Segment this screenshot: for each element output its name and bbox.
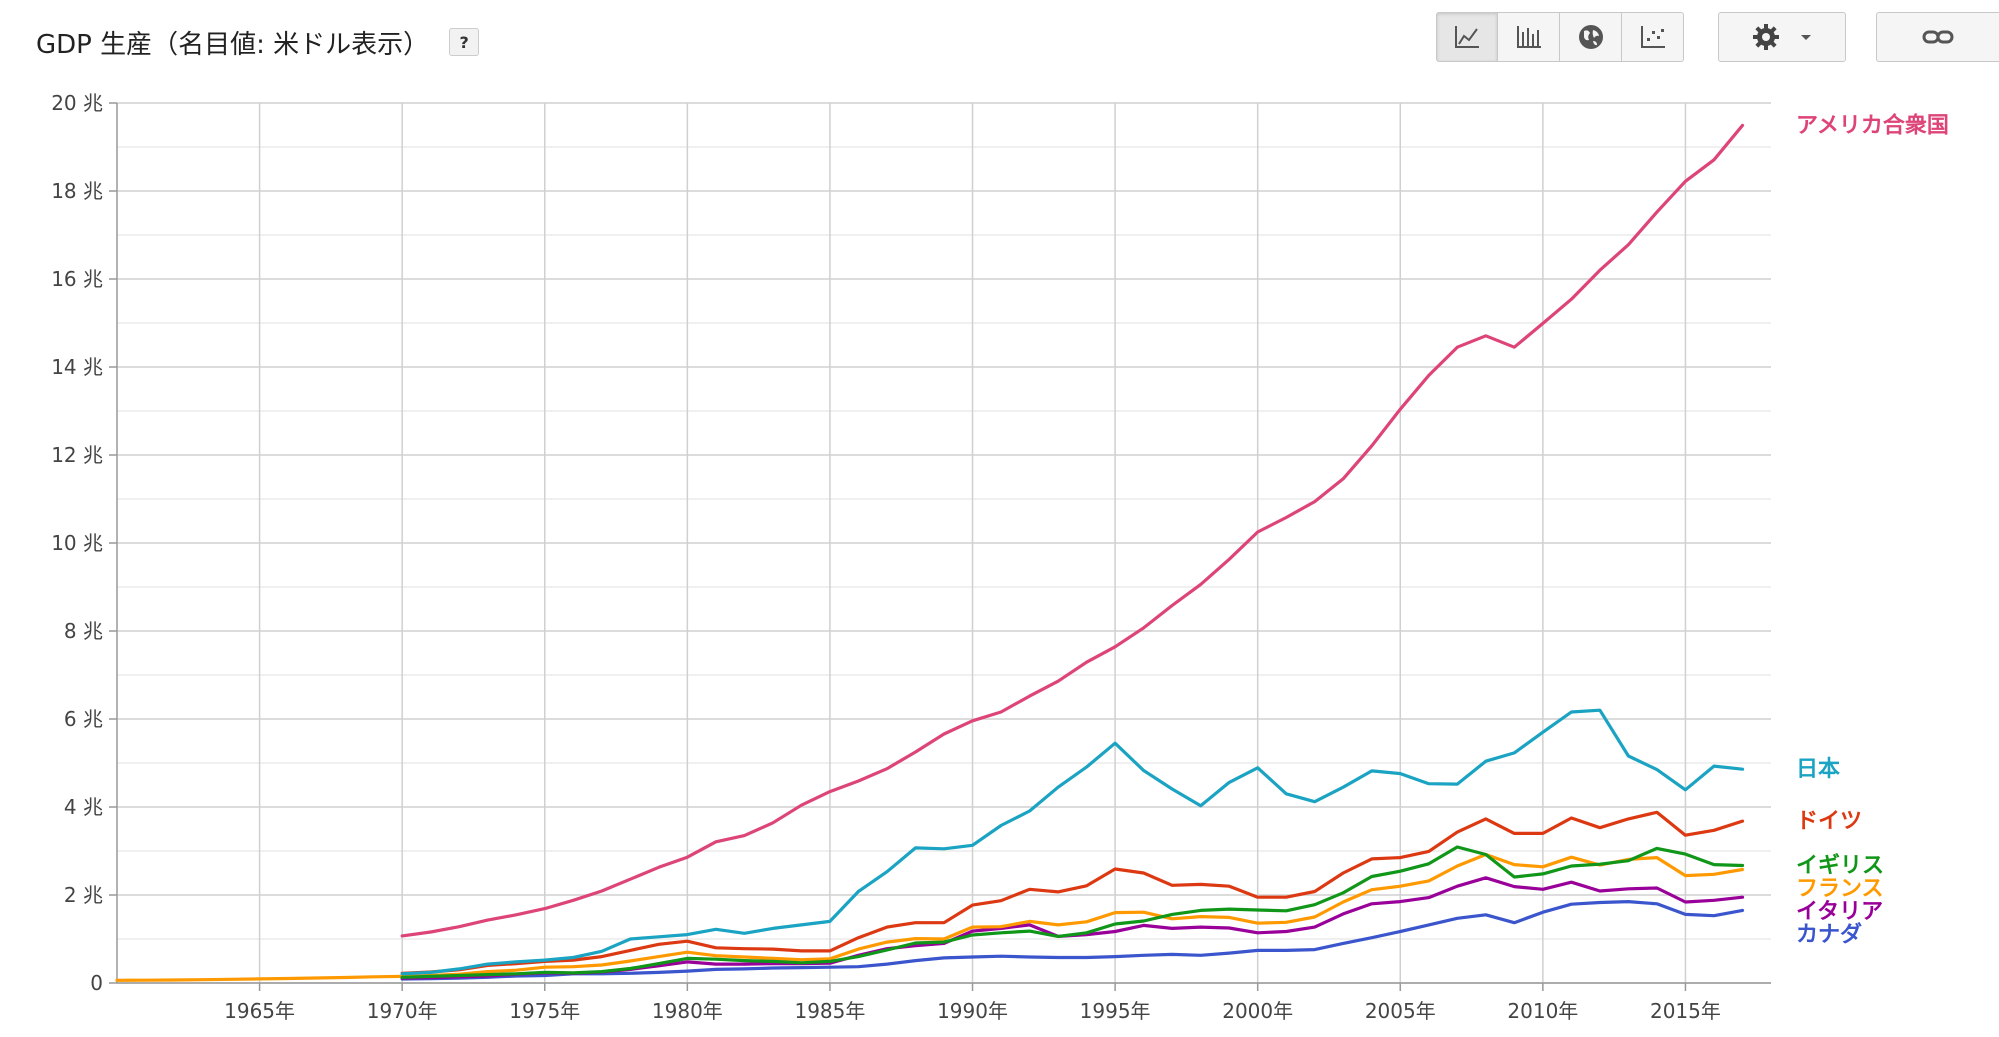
series-line[interactable] — [400, 845, 1745, 979]
y-tick-label: 4 兆 — [64, 795, 103, 819]
series-line[interactable] — [115, 974, 404, 982]
settings-button[interactable] — [1718, 12, 1846, 62]
y-tick-label: 0 — [90, 971, 103, 995]
x-tick-label: 1975年 — [509, 999, 580, 1023]
x-tick-label: 1980年 — [652, 999, 723, 1023]
x-tick-label: 1970年 — [367, 999, 438, 1023]
map-button[interactable] — [1560, 12, 1622, 62]
line-chart-icon — [1455, 26, 1479, 48]
x-tick-label: 2015年 — [1650, 999, 1721, 1023]
series-label: イタリア — [1796, 900, 1883, 925]
chart-series — [115, 123, 1745, 982]
y-tick-label: 20 兆 — [51, 91, 103, 115]
link-icon — [1922, 30, 1954, 44]
chevron-down-icon — [1801, 35, 1811, 40]
series-line[interactable] — [400, 708, 1745, 976]
y-tick-label: 8 兆 — [64, 619, 103, 643]
series-line[interactable] — [400, 123, 1745, 938]
chart-grid — [117, 102, 1771, 984]
y-tick-label: 16 兆 — [51, 267, 103, 291]
series-label: ドイツ — [1796, 809, 1862, 834]
link-button[interactable] — [1876, 12, 1999, 62]
series-label: イギリス — [1796, 854, 1884, 879]
chart-type-toolbar — [1436, 12, 1684, 62]
y-tick-label: 2 兆 — [64, 883, 103, 907]
series-line[interactable] — [400, 810, 1745, 975]
x-tick-label: 1985年 — [794, 999, 865, 1023]
gear-icon — [1753, 24, 1779, 50]
y-tick-label: 12 兆 — [51, 443, 103, 467]
series-line[interactable] — [400, 876, 1745, 980]
x-tick-label: 1965年 — [224, 999, 295, 1023]
x-tick-label: 2005年 — [1365, 999, 1436, 1023]
chart-axes: 0 2 兆 4 兆 6 兆 8 兆 10 兆 12 兆 14 兆 16 兆 18 兆 20 兆 196… — [51, 91, 1771, 1023]
chart-title: GDP 生産（名目値: 米ドル表示） — [36, 29, 430, 60]
series-label: フランス — [1796, 877, 1884, 902]
series-label: カナダ — [1796, 922, 1862, 948]
help-button[interactable]: ? — [449, 28, 480, 56]
series-line[interactable] — [400, 852, 1745, 979]
x-tick-label: 2000年 — [1222, 999, 1293, 1023]
scatter-icon — [1640, 26, 1665, 48]
series-label: アメリカ合衆国 — [1796, 112, 1949, 138]
bar-chart-icon — [1516, 26, 1541, 48]
globe-icon — [1578, 25, 1603, 49]
x-tick-label: 1995年 — [1080, 999, 1151, 1023]
y-tick-label: 18 兆 — [51, 179, 103, 203]
series-label: 日本 — [1796, 757, 1840, 782]
series-line[interactable] — [400, 899, 1745, 981]
y-tick-label: 10 兆 — [51, 531, 103, 555]
y-tick-label: 14 兆 — [51, 355, 103, 379]
y-tick-label: 6 兆 — [64, 707, 103, 731]
line-chart-button[interactable] — [1436, 12, 1498, 62]
bar-chart-button[interactable] — [1498, 12, 1560, 62]
x-tick-label: 1990年 — [937, 999, 1008, 1023]
scatter-button[interactable] — [1622, 12, 1684, 62]
chart-header: GDP 生産（名目値: 米ドル表示） ? — [36, 22, 480, 62]
x-tick-label: 2010年 — [1507, 999, 1578, 1023]
